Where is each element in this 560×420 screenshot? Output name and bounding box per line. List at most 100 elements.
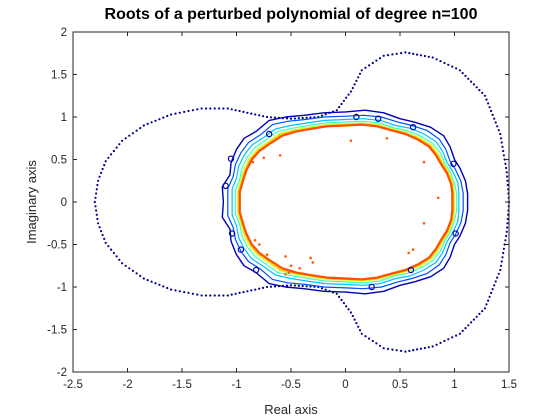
contour-dot — [355, 79, 358, 82]
contour-dot — [320, 114, 324, 117]
root-marker — [436, 196, 440, 200]
contour-dot — [154, 282, 157, 285]
contour-ring — [228, 230, 236, 237]
y-tick-label: -1 — [57, 282, 67, 294]
contour-dot — [340, 102, 343, 106]
contour-dot — [461, 72, 464, 75]
contour-dot — [395, 349, 398, 352]
contour-dot — [94, 205, 97, 208]
contour-dot — [487, 102, 490, 105]
contour-dot — [246, 290, 249, 293]
contour-dot — [293, 117, 296, 120]
contour-dot — [345, 96, 348, 99]
contour-dot — [191, 292, 194, 295]
contour-dot — [353, 318, 356, 321]
contour-dot — [262, 286, 265, 289]
contour-dot — [96, 183, 99, 187]
contour-dot — [358, 329, 362, 332]
contour-ring — [375, 115, 382, 122]
contour-dot — [170, 288, 173, 291]
contour-dot — [118, 258, 121, 261]
contour-dot — [112, 149, 115, 153]
contour-line-lvl7 — [238, 123, 454, 281]
contour-dot — [121, 262, 124, 265]
contour-dot — [115, 255, 118, 258]
contour-ring — [266, 130, 273, 138]
contour-dot — [386, 54, 390, 57]
contour-dot — [391, 53, 394, 56]
contour-dot — [112, 251, 115, 255]
contour-dot — [115, 146, 118, 149]
contour-dot — [324, 288, 327, 291]
contour-dot — [335, 292, 338, 295]
contour-dot — [273, 116, 277, 119]
contour-dot — [95, 209, 98, 212]
root-marker — [309, 256, 312, 260]
root-marker — [349, 139, 353, 143]
contour-dot — [485, 98, 488, 101]
y-tick-label: -2 — [57, 367, 67, 379]
contour-dot — [502, 154, 505, 157]
contour-dot — [204, 294, 208, 297]
contour-dot — [93, 200, 96, 204]
y-axis-label: Imaginary axis — [24, 160, 39, 244]
contour-dot — [364, 335, 367, 338]
root-marker — [253, 239, 257, 242]
x-tick-label: -2.5 — [63, 379, 83, 391]
small-contour-rings — [222, 113, 459, 291]
contour-dot — [443, 61, 446, 65]
contour-dot — [104, 160, 107, 163]
contour-dot — [158, 283, 161, 286]
x-tick-label: 1.5 — [501, 379, 517, 391]
contour-dot — [451, 336, 454, 339]
contour-dot — [382, 54, 385, 57]
contour-dot — [347, 308, 350, 311]
contour-dot — [416, 53, 419, 56]
contour-dot — [351, 86, 354, 90]
contour-dot — [183, 110, 186, 113]
contour-dot — [101, 167, 104, 171]
contour-dot — [423, 346, 426, 350]
contour-dot — [485, 303, 488, 306]
root-marker — [298, 267, 302, 270]
x-tick-label: -1.5 — [172, 379, 192, 391]
root-marker — [289, 264, 293, 268]
contour-dot — [488, 295, 491, 298]
contour-dot — [506, 217, 509, 221]
contour-dot — [187, 291, 190, 294]
contour-line-lvl3 — [231, 118, 460, 286]
contour-dot — [504, 162, 507, 165]
contour-dot — [104, 241, 107, 244]
contour-ring — [409, 123, 417, 131]
contour-dot — [501, 145, 504, 148]
contour-dot — [364, 66, 367, 69]
contour-dot — [98, 175, 101, 178]
contour-dot — [340, 298, 343, 302]
contour-dot — [368, 337, 371, 340]
contour-dot — [470, 321, 473, 324]
contour-dot — [472, 83, 475, 86]
contour-dot — [320, 287, 324, 290]
contour-dot — [357, 76, 360, 79]
contour-dot — [309, 116, 312, 119]
contour-dot — [128, 267, 131, 270]
contour-dot — [226, 294, 229, 297]
contour-dot — [124, 137, 127, 140]
contour-dot — [412, 52, 415, 56]
root-marker — [311, 261, 315, 264]
outer-dotted-contour — [93, 51, 511, 353]
contour-dot — [95, 188, 98, 191]
contour-dot — [478, 89, 481, 92]
contour-ring — [407, 266, 415, 274]
contour-dot — [97, 179, 100, 182]
contour-dot — [342, 99, 345, 102]
contour-dot — [500, 141, 503, 144]
contour-ring — [450, 160, 457, 167]
contour-dot — [265, 285, 269, 289]
y-tick-label: 0 — [61, 197, 67, 209]
contour-dot — [289, 117, 293, 120]
contour-dot — [382, 347, 385, 350]
contour-dot — [305, 116, 308, 119]
contour-dot — [131, 132, 134, 135]
contour-dot — [439, 341, 442, 344]
